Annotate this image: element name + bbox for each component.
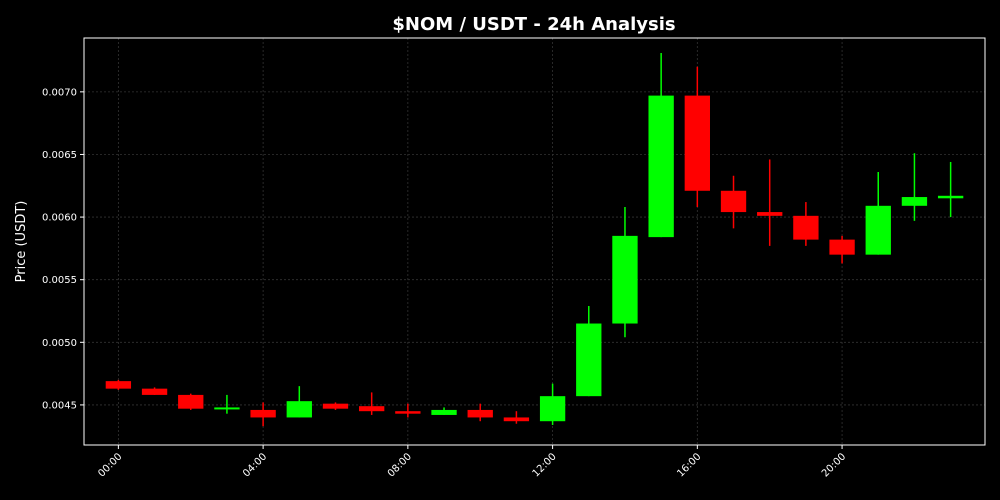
candle-body <box>901 197 928 206</box>
y-tick-label: 0.0065 <box>42 150 77 161</box>
candle-body <box>395 411 421 414</box>
candle-body <box>576 323 602 397</box>
candle-body <box>214 407 240 410</box>
candle-body <box>141 388 168 395</box>
candle-body <box>684 95 710 191</box>
candle-body <box>612 235 638 324</box>
candle-body <box>431 409 457 415</box>
y-tick-label: 0.0055 <box>42 275 77 286</box>
y-tick-label: 0.0045 <box>42 400 77 411</box>
candle-body <box>539 396 566 422</box>
y-axis-label: Price (USDT) <box>14 201 29 283</box>
candle-body <box>793 215 819 240</box>
candle-body <box>937 195 964 199</box>
candle-body <box>286 401 312 418</box>
candle-body <box>322 403 349 409</box>
candle-body <box>105 381 132 389</box>
y-tick-label: 0.0060 <box>42 213 77 224</box>
y-tick-label: 0.0070 <box>42 87 77 98</box>
y-tick-label: 0.0050 <box>42 338 77 349</box>
candle-body <box>720 190 747 213</box>
candle-body <box>829 239 855 255</box>
candle-body <box>865 205 891 255</box>
plot-frame <box>83 37 986 446</box>
candle-body <box>648 95 674 238</box>
candle-body <box>178 394 204 409</box>
candle-body <box>250 409 276 418</box>
candle-body <box>359 406 385 412</box>
candle-body <box>757 212 783 216</box>
chart-title: $NOM / USDT - 24h Analysis <box>392 14 675 35</box>
candles <box>105 53 964 427</box>
candle-body <box>503 417 530 422</box>
candle-body <box>467 409 493 418</box>
